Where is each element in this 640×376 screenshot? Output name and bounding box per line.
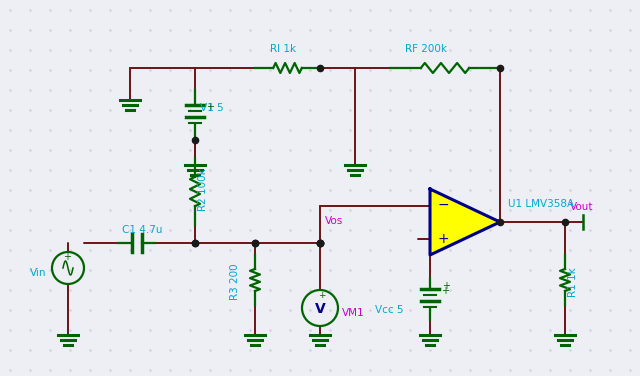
Text: R1 1k: R1 1k [568,267,578,297]
Text: Vout: Vout [570,202,593,212]
Text: U1 LMV358A: U1 LMV358A [508,199,574,209]
Text: C1 4.7u: C1 4.7u [122,225,163,235]
Polygon shape [430,189,500,255]
Text: V1 5: V1 5 [200,103,223,113]
Text: R2 100k: R2 100k [198,168,208,211]
Text: −: − [437,198,449,212]
Text: +: + [442,281,450,291]
Text: Vos: Vos [325,215,343,226]
Text: +: + [206,102,214,112]
Text: +: + [441,286,449,296]
Text: Vin: Vin [30,268,47,278]
Text: +: + [63,252,71,262]
Text: +: + [318,291,326,300]
Text: RF 200k: RF 200k [405,44,447,54]
Text: VM1: VM1 [342,308,365,318]
Text: Vcc 5: Vcc 5 [375,305,403,315]
Text: RI 1k: RI 1k [270,44,296,54]
Text: +: + [437,232,449,246]
Text: V: V [315,302,325,316]
Text: R3 200: R3 200 [230,264,240,300]
